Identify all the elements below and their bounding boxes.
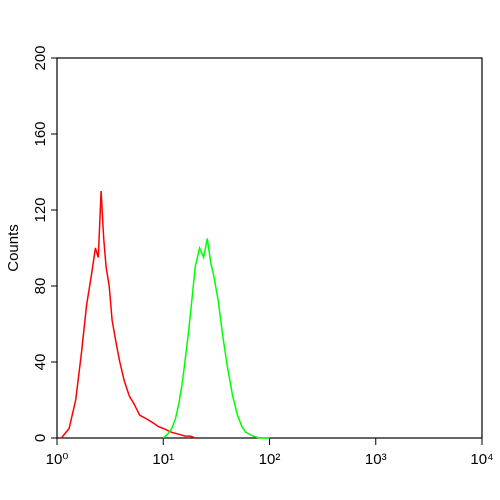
y-tick-label: 120 xyxy=(32,197,49,222)
x-tick-label: 10⁴ xyxy=(470,451,493,468)
histogram-line xyxy=(60,190,196,439)
histogram-line xyxy=(162,238,270,439)
y-tick-label: 0 xyxy=(32,434,49,442)
y-axis-label: Counts xyxy=(5,224,22,272)
x-tick-label: 10³ xyxy=(365,451,387,468)
y-tick-label: 40 xyxy=(32,354,49,371)
x-tick-label: 10² xyxy=(259,451,281,468)
plot-frame xyxy=(56,57,483,439)
y-tick-label: 160 xyxy=(32,121,49,146)
x-tick-label: 10¹ xyxy=(152,451,174,468)
y-tick-label: 200 xyxy=(32,45,49,70)
x-tick-label: 10⁰ xyxy=(46,451,69,468)
y-tick-label: 80 xyxy=(32,278,49,295)
